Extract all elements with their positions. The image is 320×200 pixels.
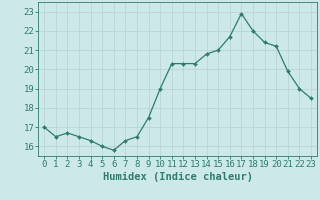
- X-axis label: Humidex (Indice chaleur): Humidex (Indice chaleur): [103, 172, 252, 182]
